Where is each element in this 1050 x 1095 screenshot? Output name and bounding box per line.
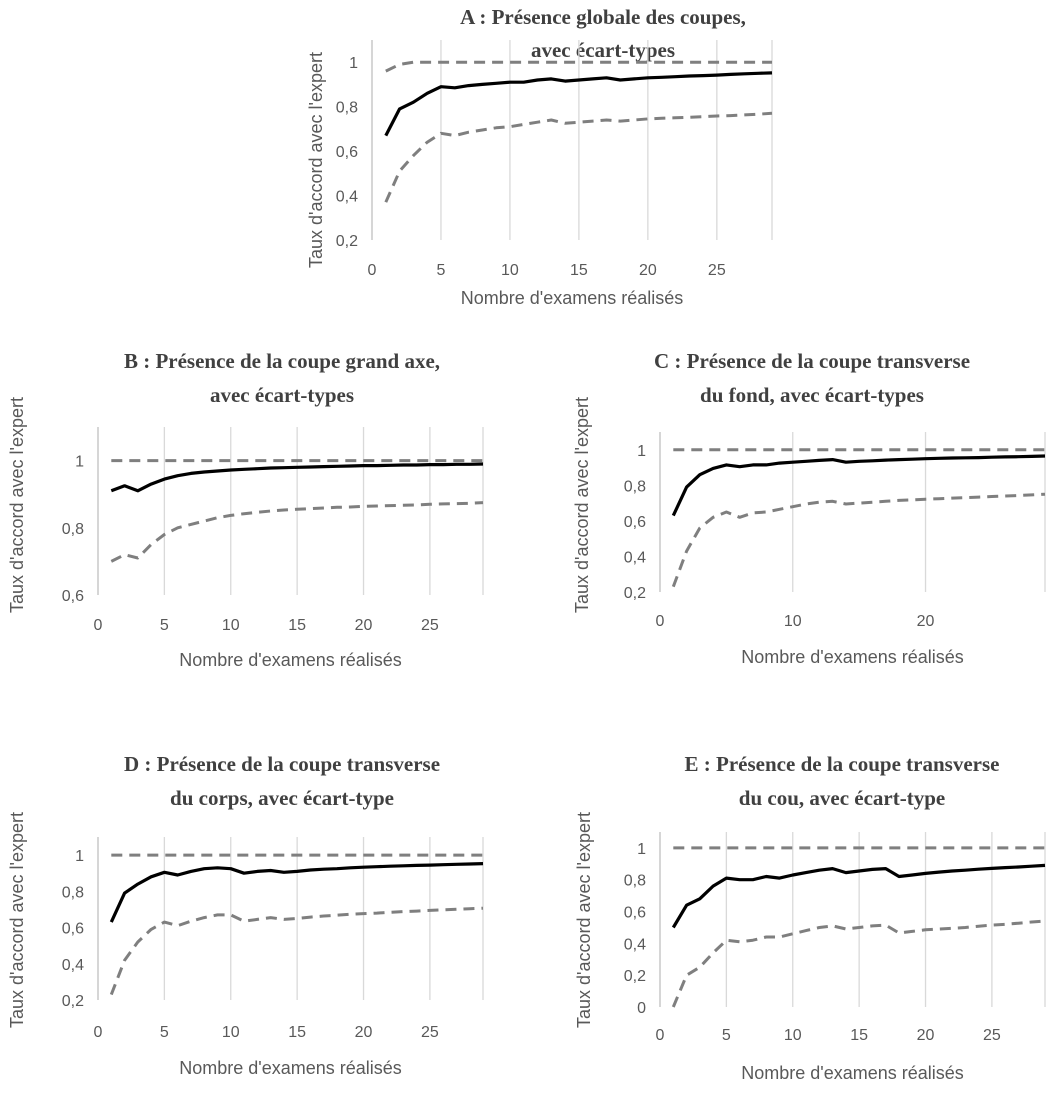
- y-tick-label: 0,4: [624, 549, 646, 566]
- y-tick-label: 0,6: [62, 921, 84, 938]
- x-tick-label: 5: [722, 1027, 731, 1044]
- chart-title-line: du corps, avec écart-type: [170, 786, 394, 810]
- y-axis-label: Taux d'accord avec l'expert: [7, 397, 27, 613]
- x-tick-label: 25: [421, 1024, 439, 1041]
- x-axis-label: Nombre d'examens réalisés: [741, 647, 964, 667]
- x-tick-label: 0: [94, 617, 103, 634]
- x-tick-label: 20: [639, 262, 657, 279]
- x-axis-label: Nombre d'examens réalisés: [461, 288, 684, 308]
- x-tick-label: 5: [160, 1024, 169, 1041]
- x-axis-label: Nombre d'examens réalisés: [741, 1063, 964, 1083]
- x-tick-label: 25: [421, 617, 439, 634]
- y-tick-label: 0,8: [62, 521, 84, 538]
- x-tick-label: 10: [784, 1027, 802, 1044]
- y-tick-label: 0,6: [336, 144, 358, 161]
- y-tick-label: 0,8: [336, 100, 358, 117]
- chart-title-line: A : Présence globale des coupes,: [460, 5, 746, 29]
- chart-title-line: avec écart-types: [531, 38, 675, 62]
- x-tick-label: 10: [784, 613, 802, 630]
- x-tick-label: 25: [983, 1027, 1001, 1044]
- x-tick-label: 0: [656, 1027, 665, 1044]
- x-tick-label: 15: [288, 617, 306, 634]
- y-axis-label: Taux d'accord avec l'expert: [574, 812, 594, 1028]
- chart-c: C : Présence de la coupe transverse du fo…: [572, 349, 1045, 667]
- y-tick-label: 1: [349, 55, 358, 72]
- x-tick-label: 0: [368, 262, 377, 279]
- series-line-lower: [673, 494, 1045, 587]
- y-tick-label: 0,2: [624, 585, 646, 602]
- y-tick-label: 0,4: [62, 957, 84, 974]
- x-tick-label: 20: [917, 613, 935, 630]
- x-tick-label: 5: [160, 617, 169, 634]
- x-tick-label: 20: [917, 1027, 935, 1044]
- y-axis-label: Taux d'accord avec l'expert: [7, 812, 27, 1028]
- y-tick-label: 1: [637, 443, 646, 460]
- y-tick-label: 1: [75, 848, 84, 865]
- chart-title-line: du cou, avec écart-type: [739, 786, 945, 810]
- x-axis-label: Nombre d'examens réalisés: [179, 650, 402, 670]
- y-tick-label: 0,6: [624, 905, 646, 922]
- chart-title-line: avec écart-types: [210, 383, 354, 407]
- x-tick-label: 10: [501, 262, 519, 279]
- y-tick-label: 0,8: [624, 478, 646, 495]
- y-tick-label: 0,2: [336, 233, 358, 250]
- x-tick-label: 20: [355, 1024, 373, 1041]
- chart-title-line: D : Présence de la coupe transverse: [124, 752, 440, 776]
- y-tick-label: 0,2: [624, 968, 646, 985]
- x-tick-label: 5: [437, 262, 446, 279]
- y-tick-label: 0,6: [62, 588, 84, 605]
- y-tick-label: 1: [637, 841, 646, 858]
- x-tick-label: 0: [94, 1024, 103, 1041]
- y-tick-label: 0,6: [624, 514, 646, 531]
- y-tick-label: 0,8: [62, 884, 84, 901]
- x-tick-label: 20: [355, 617, 373, 634]
- x-tick-label: 0: [656, 613, 665, 630]
- chart-e: E : Présence de la coupe transverse du co…: [574, 752, 1045, 1083]
- y-tick-label: 1: [75, 454, 84, 471]
- y-tick-label: 0,4: [624, 936, 646, 953]
- x-axis-label: Nombre d'examens réalisés: [179, 1058, 402, 1078]
- x-tick-label: 10: [222, 1024, 240, 1041]
- x-tick-label: 10: [222, 617, 240, 634]
- y-tick-label: 0,4: [336, 189, 358, 206]
- y-tick-label: 0: [637, 1000, 646, 1017]
- series-line-mean: [673, 456, 1045, 516]
- y-tick-label: 0,8: [624, 873, 646, 890]
- chart-title-line: du fond, avec écart-types: [700, 383, 924, 407]
- chart-title-line: C : Présence de la coupe transverse: [654, 349, 970, 373]
- chart-a: A : Présence globale des coupes, avec éca…: [306, 5, 772, 308]
- x-tick-label: 25: [708, 262, 726, 279]
- x-tick-label: 15: [570, 262, 588, 279]
- x-tick-label: 15: [850, 1027, 868, 1044]
- chart-d: D : Présence de la coupe transverse du co…: [7, 752, 483, 1078]
- y-axis-label: Taux d'accord avec l'expert: [306, 52, 326, 268]
- chart-title-line: E : Présence de la coupe transverse: [685, 752, 1000, 776]
- y-tick-label: 0,2: [62, 993, 84, 1010]
- chart-b: B : Présence de la coupe grand axe, avec …: [7, 349, 483, 670]
- chart-title-line: B : Présence de la coupe grand axe,: [124, 349, 440, 373]
- y-axis-label: Taux d'accord avec l'expert: [572, 397, 592, 613]
- x-tick-label: 15: [288, 1024, 306, 1041]
